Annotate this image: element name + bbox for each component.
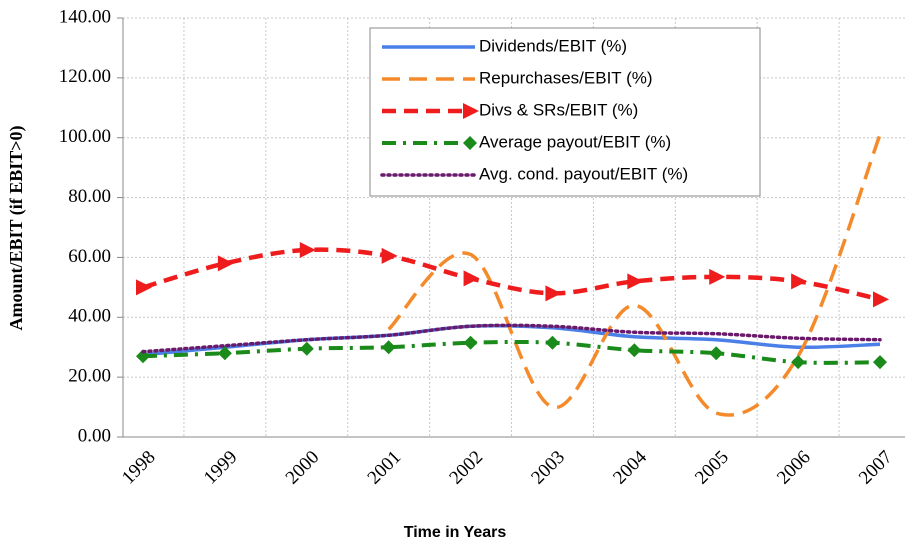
legend-label: Dividends/EBIT (%) [479,36,627,55]
point-marker [299,241,316,258]
point-marker [463,335,478,350]
y-tick-label: 140.00 [59,6,111,27]
y-axis-title: Amount/EBIT (if EBIT>0) [6,126,27,331]
point-marker [136,349,150,364]
series-line [142,247,881,302]
point-marker [381,340,396,355]
point-marker [627,343,642,358]
x-tick-label: 2002 [445,447,487,489]
x-tick-label: 2000 [282,447,324,489]
legend-label: Divs & SRs/EBIT (%) [479,100,638,119]
point-marker [709,346,724,361]
y-tick-label: 0.00 [78,425,111,446]
y-tick-label: 120.00 [59,66,111,87]
point-marker [381,247,398,264]
y-tick-label: 20.00 [68,366,111,387]
y-tick-label: 40.00 [68,306,111,327]
point-marker [299,341,314,356]
legend-marker [463,103,479,119]
point-marker [627,273,644,290]
x-tick-label: 1999 [200,447,242,489]
x-tick-label: 1998 [118,447,160,489]
point-marker [217,346,232,361]
point-marker [217,255,234,272]
point-marker [463,270,480,287]
point-marker [873,291,889,308]
point-marker [791,355,806,370]
legend-marker [463,136,477,150]
y-tick-label: 80.00 [68,186,111,207]
series-line [387,134,882,417]
point-marker [136,279,152,296]
y-tick-label: 60.00 [68,246,111,267]
legend-label: Avg. cond. payout/EBIT (%) [479,164,688,183]
x-tick-label: 2005 [691,447,733,489]
point-marker [545,335,560,350]
point-marker [791,273,808,290]
point-marker [545,285,562,302]
x-tick-label: 2004 [609,446,651,488]
legend-label: Average payout/EBIT (%) [479,132,671,151]
x-axis-title: Time in Years [404,524,507,541]
series-line [141,323,882,354]
legend: Dividends/EBIT (%) Repurchases/EBIT (%) Di… [369,27,761,197]
x-tick-label: 2006 [773,447,815,489]
point-marker [709,268,726,285]
legend-label: Repurchases/EBIT (%) [479,68,653,87]
x-tick-label: 2007 [855,447,897,489]
x-tick-label: 2001 [364,447,406,489]
x-tick-label: 2003 [527,447,569,489]
y-tick-label: 100.00 [59,126,111,147]
point-marker [873,355,887,370]
